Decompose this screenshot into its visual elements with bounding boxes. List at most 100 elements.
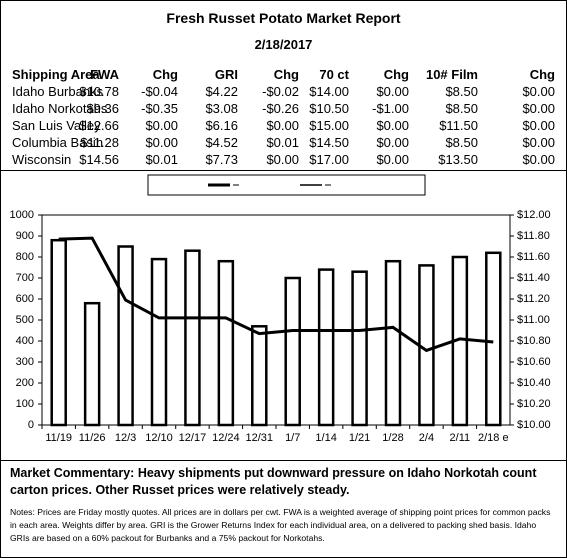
y2-tick-label: $10.00	[517, 419, 551, 431]
table-cell: $0.00	[266, 118, 299, 133]
table-cell: San Luis Valley	[12, 118, 101, 133]
table-cell: $11.50	[439, 118, 478, 133]
column-header: Chg	[152, 67, 178, 82]
y2-tick-label: $10.40	[517, 377, 551, 389]
table-cell: $9.36	[86, 101, 119, 116]
table-cell: $0.01	[266, 135, 299, 150]
table-cell: -$0.35	[141, 101, 178, 116]
separator	[0, 170, 567, 171]
table-cell: $6.16	[205, 118, 238, 133]
table-cell: Columbia Basin	[12, 135, 104, 150]
chart: 0 100 200 300 400 500 600 700 800 900 1000 $10.00 $1…	[10, 174, 551, 444]
y-tick-label: 200	[16, 377, 34, 389]
y2-tick-label: $12.00	[517, 209, 551, 221]
y-tick-label: 800	[16, 251, 34, 263]
bar	[418, 264, 435, 427]
bar	[317, 268, 335, 427]
bar	[117, 245, 134, 427]
column-header: Chg	[273, 67, 299, 82]
bar	[351, 270, 368, 427]
y-tick-label: 300	[16, 356, 34, 368]
table-cell: $4.22	[205, 84, 238, 99]
table-cell: $0.00	[522, 152, 555, 167]
table-cell: $14.56	[79, 152, 119, 167]
x-tick-label: 12/10	[145, 432, 173, 444]
table-cell: $0.00	[376, 84, 409, 99]
x-tick-label: 1/14	[315, 432, 336, 444]
bar	[50, 238, 67, 427]
table-cell: $8.50	[445, 84, 478, 99]
table-cell: $0.00	[266, 152, 299, 167]
x-tick-label: 2/18 e	[478, 432, 509, 444]
column-header: FWA	[90, 67, 119, 82]
x-tick-label: 11/19	[45, 432, 72, 444]
legend-box	[147, 174, 426, 196]
table-cell: $10.78	[79, 84, 119, 99]
y2-tick-label: $10.60	[517, 356, 551, 368]
bar	[150, 257, 168, 427]
y2-tick-label: $10.80	[517, 335, 551, 347]
column-header: Shipping Area	[12, 67, 100, 82]
y-tick-label: 900	[16, 230, 34, 242]
y2-tick-label: $11.80	[517, 230, 550, 242]
x-tick-label: 12/17	[179, 432, 207, 444]
table-cell: $4.52	[205, 135, 238, 150]
y-tick-label: 100	[16, 398, 34, 410]
x-tick-label: 1/21	[349, 432, 370, 444]
table-cell: $13.50	[438, 152, 478, 167]
column-header: Chg	[529, 67, 555, 82]
table-cell: $14.00	[309, 84, 349, 99]
commentary: Market Commentary: Heavy shipments put d…	[10, 466, 537, 497]
column-header: 70 ct	[319, 67, 349, 82]
table-cell: Wisconsin	[12, 152, 72, 167]
y-tick-label: 700	[16, 272, 34, 284]
table-cell: $14.50	[309, 135, 349, 150]
table-cell: $8.50	[445, 101, 478, 116]
table-cell: $0.00	[522, 101, 555, 116]
table-cell: $0.00	[145, 135, 178, 150]
table-cell: $3.08	[205, 101, 238, 116]
x-tick-label: 12/24	[212, 432, 240, 444]
y2-tick-label: $11.60	[517, 251, 550, 263]
y2-tick-label: $11.20	[517, 293, 550, 305]
table-cell: $10.50	[309, 101, 349, 116]
y-tick-label: 1000	[10, 209, 34, 221]
table-cell: $0.00	[376, 135, 409, 150]
table-cell: $0.00	[376, 118, 409, 133]
table-cell: -$0.26	[262, 101, 299, 116]
bar	[485, 251, 502, 427]
table-cell: $11.28	[80, 135, 119, 150]
column-header: 10# Film	[425, 67, 478, 82]
y-tick-label: 500	[16, 314, 34, 326]
x-tick-label: 1/28	[382, 432, 403, 444]
table-cell: -$1.00	[372, 101, 409, 116]
notes: Notes: Prices are Friday mostly quotes. …	[10, 507, 551, 543]
x-tick-label: 2/4	[419, 432, 434, 444]
table-cell: $0.00	[522, 84, 555, 99]
x-tick-label: 1/7	[285, 432, 300, 444]
table-cell: $0.00	[376, 152, 409, 167]
report-date: 2/18/2017	[254, 37, 313, 52]
y-tick-label: 400	[16, 335, 34, 347]
y2-tick-label: $11.40	[517, 272, 550, 284]
bar	[384, 259, 402, 427]
table-cell: Idaho Burbanks	[12, 84, 104, 99]
y2-tick-label: $11.00	[517, 314, 550, 326]
x-tick-label: 2/11	[450, 432, 471, 444]
y-tick-label: 0	[28, 419, 34, 431]
table-cell: $12.66	[79, 118, 119, 133]
table-cell: $0.00	[522, 118, 555, 133]
bar	[83, 301, 101, 427]
table-cell: $15.00	[309, 118, 349, 133]
table-cell: $8.50	[445, 135, 478, 150]
column-header: Chg	[383, 67, 409, 82]
report-title: Fresh Russet Potato Market Report	[166, 10, 401, 26]
bar	[251, 325, 268, 427]
table-cell: -$0.04	[141, 84, 178, 99]
table-cell: $0.01	[145, 152, 178, 167]
x-tick-label: 11/26	[79, 432, 106, 444]
table-cell: $17.00	[309, 152, 349, 167]
column-header: GRI	[214, 67, 238, 82]
line	[58, 236, 494, 353]
